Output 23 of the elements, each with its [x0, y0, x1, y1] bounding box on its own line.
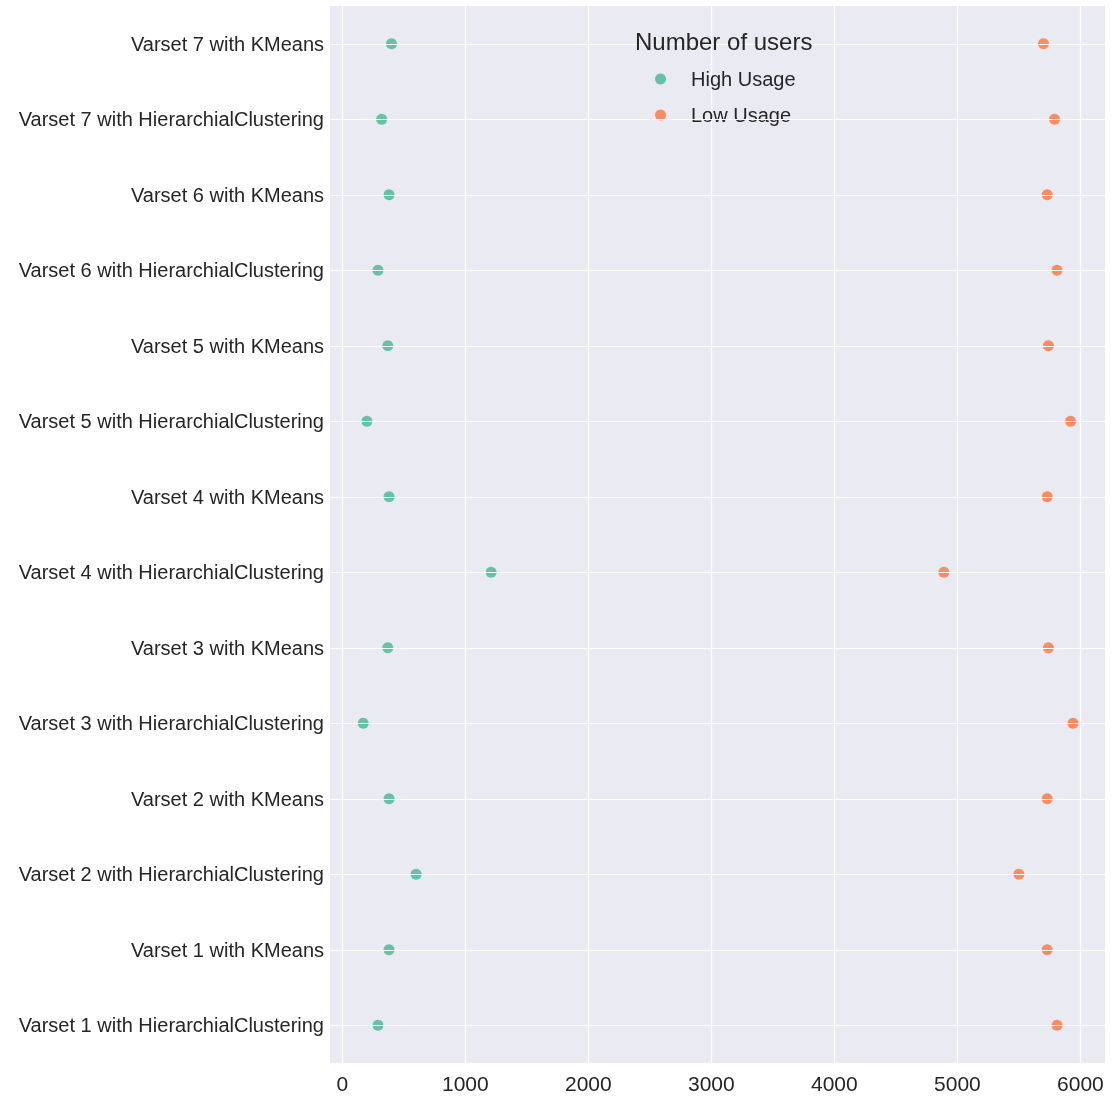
x-tick-label: 3000 [687, 1072, 735, 1095]
x-tick-label: 0 [336, 1072, 349, 1095]
y-tick-label: Varset 4 with HierarchialClustering [18, 561, 324, 584]
y-tick-label: Varset 3 with KMeans [130, 636, 324, 659]
y-tick-label: Varset 5 with HierarchialClustering [18, 410, 324, 433]
x-tick-label: 2000 [564, 1072, 612, 1095]
x-tick-label: 6000 [1057, 1072, 1104, 1095]
y-tick-label: Varset 6 with HierarchialClustering [18, 259, 324, 282]
y-tick-label: Varset 6 with KMeans [130, 183, 324, 206]
x-tick-label: 1000 [441, 1072, 489, 1095]
y-tick-label: Varset 5 with KMeans [130, 334, 324, 357]
y-tick-label: Varset 7 with HierarchialClustering [18, 108, 324, 131]
y-tick-label: Varset 1 with KMeans [130, 938, 324, 961]
y-tick-label: Varset 7 with KMeans [130, 32, 324, 55]
y-tick-label: Varset 3 with HierarchialClustering [18, 712, 324, 735]
legend-label: High Usage [691, 68, 796, 90]
y-tick-label: Varset 2 with HierarchialClustering [18, 863, 324, 886]
x-tick-label: 4000 [811, 1072, 858, 1095]
y-tick-label: Varset 1 with HierarchialClustering [18, 1014, 324, 1037]
legend-title: Number of users [635, 27, 813, 55]
y-tick-label: Varset 2 with KMeans [130, 787, 324, 810]
x-tick-label: 5000 [934, 1072, 981, 1095]
y-tick-label: Varset 4 with KMeans [130, 485, 324, 508]
